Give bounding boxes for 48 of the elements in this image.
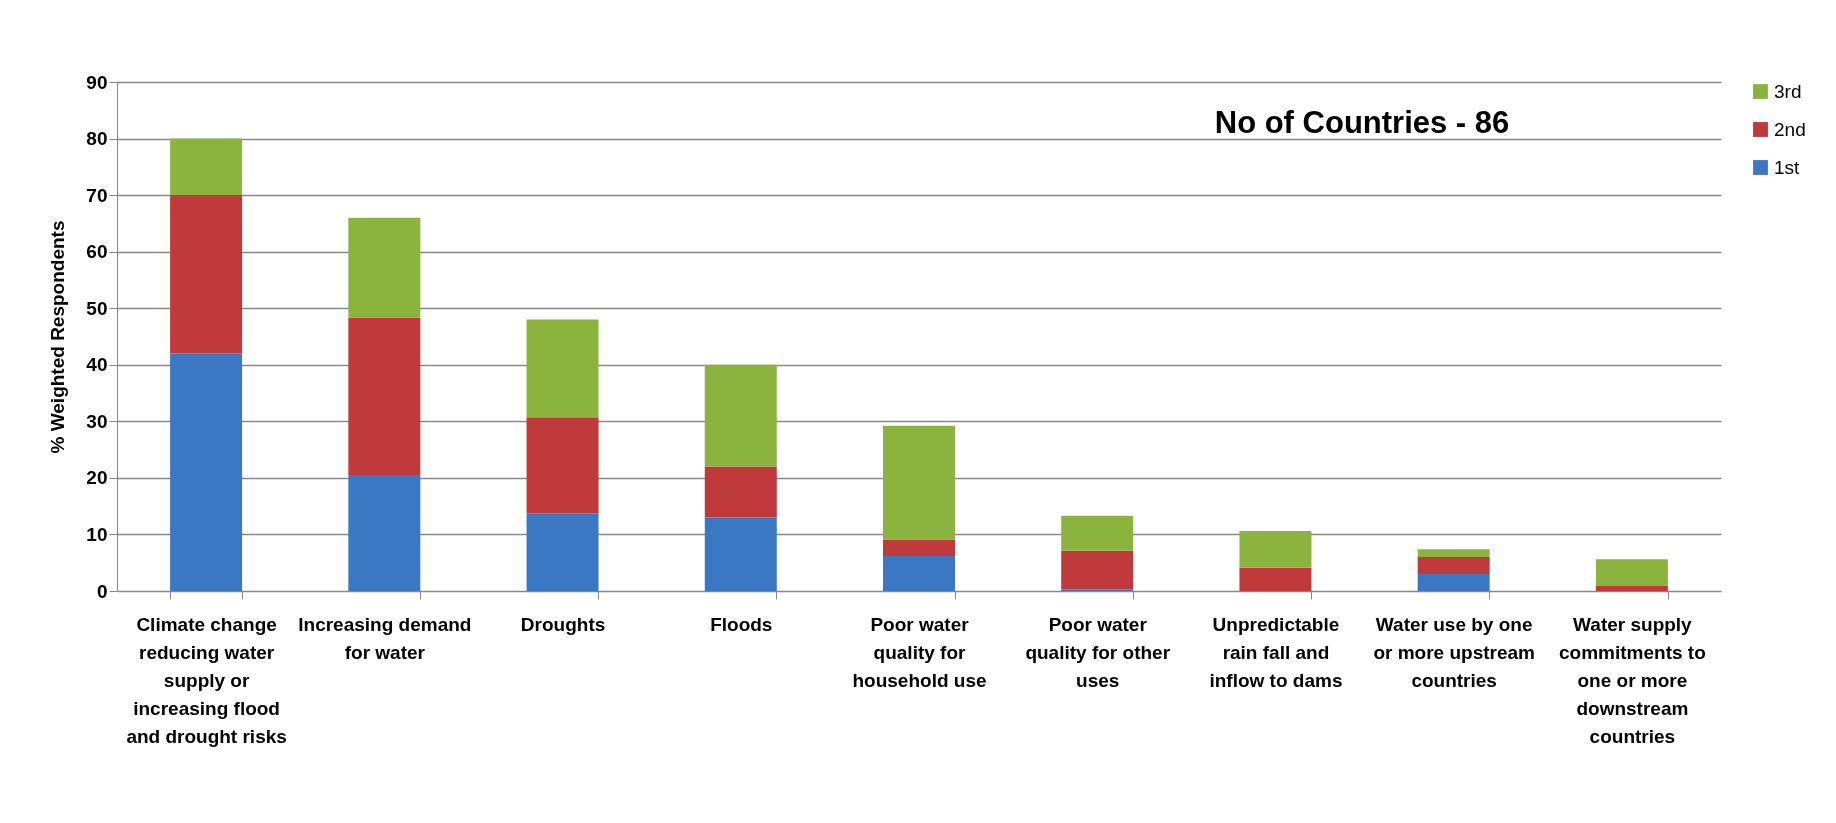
bar — [348, 217, 421, 318]
bar — [883, 555, 955, 591]
y-tick-label: 90 — [86, 71, 108, 93]
bar — [1239, 567, 1312, 591]
bar — [1595, 585, 1668, 591]
y-tick-label: 20 — [86, 467, 108, 489]
x-tick-label: Water supply commitments to one or more downstream countries — [1559, 613, 1706, 747]
x-tick-label: Floods — [710, 613, 773, 635]
y-tick-label: 70 — [86, 184, 108, 206]
bar — [1417, 549, 1490, 558]
x-tick-label: Increasing demand for water — [298, 613, 472, 663]
annotation: No of Countries - 86 — [1214, 105, 1510, 140]
y-tick-label: 0 — [96, 580, 108, 602]
x-tick-label: Climate change reducing water supply or increasing flood and drought risks — [126, 613, 287, 747]
bar — [704, 466, 777, 518]
bar — [1061, 515, 1134, 551]
bar — [704, 517, 777, 591]
bar — [883, 539, 955, 556]
x-tick-label: Water use by one or more upstream countries — [1373, 613, 1535, 691]
bar — [170, 353, 243, 591]
legend-label: 3rd — [1774, 80, 1802, 102]
bar — [883, 425, 955, 540]
bar — [704, 364, 777, 467]
bar — [1239, 531, 1312, 568]
bar — [170, 138, 243, 196]
y-tick-label: 80 — [86, 128, 108, 150]
y-tick-label: 50 — [86, 297, 108, 319]
legend-label: 1st — [1774, 156, 1801, 178]
x-tick-label: Droughts — [520, 613, 606, 635]
bar — [348, 317, 421, 476]
bar — [526, 319, 599, 418]
bar — [526, 513, 599, 591]
bar — [526, 417, 599, 514]
bar — [1595, 559, 1668, 586]
y-tick-label: 30 — [86, 410, 108, 432]
y-axis-title: % Weighted Respondents — [47, 220, 69, 454]
y-tick-label: 10 — [86, 523, 108, 545]
x-tick-label: Unpredictable rain fall and inflow to dams — [1209, 613, 1343, 691]
x-tick-label: Poor water quality for household use — [852, 613, 987, 691]
bar — [1061, 550, 1134, 590]
y-tick-label: 40 — [86, 354, 108, 376]
legend-label: 2nd — [1774, 118, 1806, 140]
x-tick-label: Poor water quality for other uses — [1025, 613, 1171, 691]
bar — [1417, 557, 1490, 575]
bar — [1417, 574, 1490, 591]
bar — [170, 195, 243, 354]
y-tick-label: 60 — [86, 241, 108, 263]
bar — [348, 475, 421, 591]
